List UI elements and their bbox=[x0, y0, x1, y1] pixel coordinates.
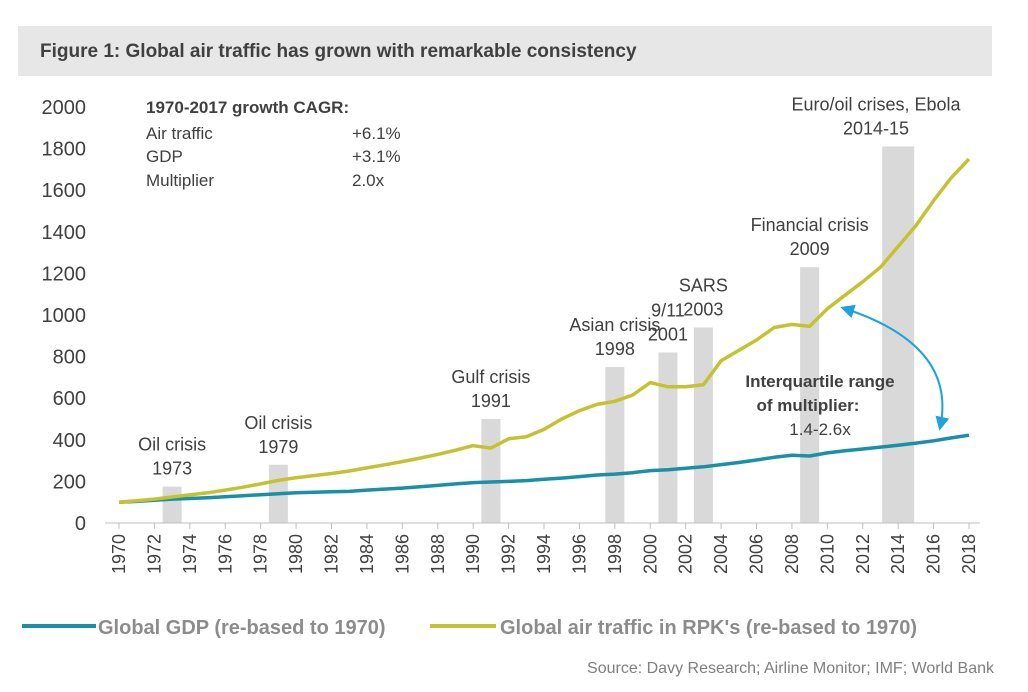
crisis-labels: Oil crisis 1973 Oil crisis 1979 Gulf crisis 1… bbox=[138, 95, 961, 479]
cagr-label-air: Air traffic bbox=[146, 124, 213, 143]
multiplier-annotation: Interquartile range of multiplier: 1.4-2… bbox=[745, 304, 950, 439]
x-tick-label: 1978 bbox=[251, 534, 271, 574]
series-lines bbox=[118, 157, 971, 504]
x-tick-label: 1984 bbox=[357, 534, 377, 574]
crisis-bar-2009 bbox=[800, 267, 820, 523]
crisis-year-2014: 2014-15 bbox=[843, 119, 909, 139]
gdp-line bbox=[118, 433, 970, 504]
y-tick-label: 200 bbox=[53, 471, 86, 493]
crisis-year-2001: 2001 bbox=[648, 324, 688, 344]
annotation-line-1: Interquartile range bbox=[745, 372, 894, 391]
source-note: Source: Davy Research; Airline Monitor; … bbox=[587, 660, 994, 677]
x-tick-label: 2008 bbox=[782, 534, 802, 574]
x-tick-label: 2010 bbox=[817, 534, 837, 574]
axes: 0 200 400 600 800 1000 1200 1400 1600 1800 2000 197… bbox=[42, 97, 980, 574]
y-tick-label: 0 bbox=[75, 513, 86, 535]
x-tick-label: 2002 bbox=[676, 534, 696, 574]
crisis-year-2003: 2003 bbox=[683, 299, 723, 319]
cagr-label-multiplier: Multiplier bbox=[146, 171, 214, 190]
crisis-label-2003: SARS bbox=[679, 275, 728, 295]
cagr-value-gdp: +3.1% bbox=[352, 147, 401, 166]
y-tick-label: 400 bbox=[53, 430, 86, 452]
y-tick-label: 1800 bbox=[42, 139, 87, 161]
cagr-value-multiplier: 2.0x bbox=[352, 171, 385, 190]
x-tick-label: 1998 bbox=[605, 534, 625, 574]
x-tick-label: 2014 bbox=[888, 534, 908, 574]
x-tick-label: 2018 bbox=[959, 534, 979, 574]
y-tick-label: 1200 bbox=[42, 263, 87, 285]
cagr-value-air: +6.1% bbox=[352, 124, 401, 143]
y-tick-label: 1000 bbox=[42, 305, 87, 327]
x-tick-label: 2012 bbox=[853, 534, 873, 574]
x-tick-label: 2006 bbox=[747, 534, 767, 574]
cagr-label-gdp: GDP bbox=[146, 147, 183, 166]
x-tick-label: 1988 bbox=[428, 534, 448, 574]
cagr-heading: 1970-2017 growth CAGR: bbox=[146, 98, 349, 117]
x-tick-label: 1976 bbox=[215, 534, 235, 574]
crisis-year-1998: 1998 bbox=[595, 339, 635, 359]
crisis-label-2001: 9/11 bbox=[651, 300, 685, 320]
crisis-year-2009: 2009 bbox=[790, 239, 830, 259]
crisis-label-1991: Gulf crisis bbox=[451, 367, 530, 387]
x-tick-label: 1990 bbox=[463, 534, 483, 574]
x-tick-label: 1982 bbox=[322, 534, 342, 574]
x-tick-label: 1972 bbox=[144, 534, 164, 574]
air-traffic-line bbox=[118, 157, 971, 504]
x-tick-label: 2016 bbox=[924, 534, 944, 574]
y-tick-label: 600 bbox=[53, 388, 86, 410]
x-tick-label: 1986 bbox=[392, 534, 412, 574]
crisis-bar-2014 bbox=[882, 146, 915, 523]
y-tick-label: 1600 bbox=[42, 180, 87, 202]
x-tick-label: 1996 bbox=[569, 534, 589, 574]
crisis-year-1979: 1979 bbox=[258, 437, 298, 457]
crisis-bar-1991 bbox=[481, 419, 501, 523]
crisis-bar-2003 bbox=[693, 327, 713, 523]
legend: Global GDP (re-based to 1970) Global air… bbox=[22, 617, 917, 639]
crisis-bar-2001 bbox=[658, 352, 678, 523]
crisis-label-2009: Financial crisis bbox=[751, 215, 869, 235]
x-tick-label: 2000 bbox=[640, 534, 660, 574]
title-bar: Figure 1: Global air traffic has grown w… bbox=[18, 26, 992, 76]
legend-label-gdp: Global GDP (re-based to 1970) bbox=[98, 617, 386, 639]
crisis-label-1979: Oil crisis bbox=[244, 413, 312, 433]
crisis-label-1973: Oil crisis bbox=[138, 435, 206, 455]
y-tick-label: 800 bbox=[53, 347, 86, 369]
crisis-bar-1998 bbox=[605, 367, 625, 523]
y-tick-label: 1400 bbox=[42, 222, 87, 244]
annotation-line-2: of multiplier: bbox=[757, 396, 860, 415]
crisis-bar-1973 bbox=[162, 486, 182, 523]
crisis-year-1991: 1991 bbox=[471, 391, 511, 411]
y-tick-label: 2000 bbox=[42, 97, 87, 119]
legend-label-air: Global air traffic in RPK's (re-based to… bbox=[500, 617, 917, 639]
cagr-box: 1970-2017 growth CAGR: Air traffic +6.1%… bbox=[146, 98, 401, 190]
crisis-year-1973: 1973 bbox=[152, 459, 192, 479]
crisis-bars bbox=[162, 146, 915, 523]
x-tick-label: 1994 bbox=[534, 534, 554, 574]
annotation-line-3: 1.4-2.6x bbox=[789, 420, 851, 439]
x-tick-label: 1992 bbox=[499, 534, 519, 574]
x-tick-label: 1970 bbox=[109, 534, 129, 574]
crisis-label-1998: Asian crisis bbox=[569, 315, 660, 335]
crisis-label-2014: Euro/oil crises, Ebola bbox=[791, 95, 961, 115]
x-tick-label: 1980 bbox=[286, 534, 306, 574]
x-tick-label: 2004 bbox=[711, 534, 731, 574]
figure-title: Figure 1: Global air traffic has grown w… bbox=[40, 41, 637, 62]
x-tick-label: 1974 bbox=[180, 534, 200, 574]
multiplier-arrow bbox=[840, 304, 950, 431]
